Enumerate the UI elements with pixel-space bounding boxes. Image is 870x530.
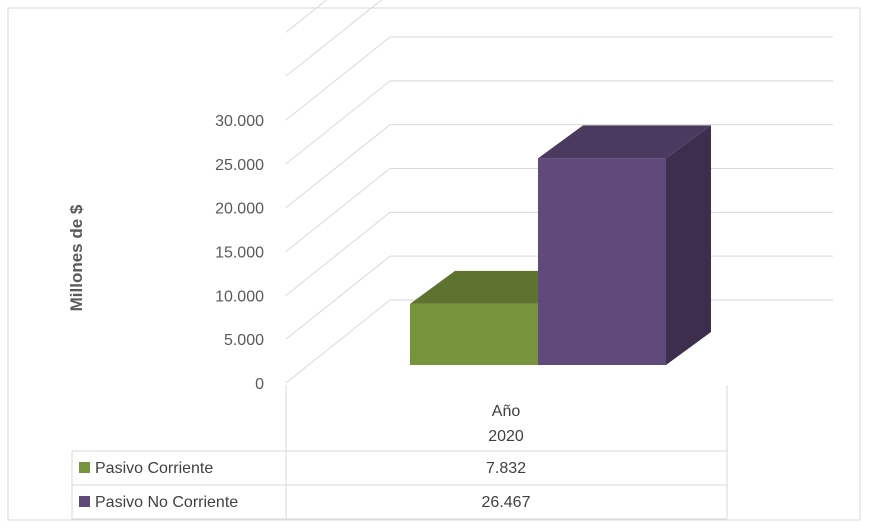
gridline-diagonal xyxy=(285,255,391,340)
bar-side-pasivo-no-corriente xyxy=(666,125,711,365)
gridline-diagonal xyxy=(285,299,391,384)
gridline-diagonal xyxy=(285,211,391,296)
bar-pasivo-corriente xyxy=(410,303,538,365)
gridline-diagonal xyxy=(285,36,391,121)
gridline-diagonal xyxy=(285,0,383,77)
y-axis-label: Millones de $ xyxy=(67,204,86,311)
bars xyxy=(410,125,711,365)
table-header-year-label: Año xyxy=(492,403,521,420)
y-tick-label: 20.000 xyxy=(215,201,264,218)
gridline-diagonal xyxy=(285,124,391,209)
table-value-pasivo-no-corriente: 26.467 xyxy=(482,494,531,511)
y-tick-label: 30.000 xyxy=(215,113,264,130)
gridline-diagonal xyxy=(285,168,391,252)
legend-swatch-pasivo-no-corriente xyxy=(79,496,90,507)
y-tick-label: 5.000 xyxy=(224,332,264,349)
gridline-diagonal xyxy=(285,80,391,165)
bar-pasivo-no-corriente xyxy=(538,158,666,365)
y-tick-label: 15.000 xyxy=(215,245,264,262)
gridline-diagonal xyxy=(285,0,328,33)
table-header-year-value: 2020 xyxy=(488,428,524,445)
legend-label-pasivo-no-corriente: Pasivo No Corriente xyxy=(95,494,238,511)
y-tick-label: 10.000 xyxy=(215,288,264,305)
data-table: Año 2020 Pasivo Corriente 7.832 Pasivo N… xyxy=(71,385,728,520)
legend-swatch-pasivo-corriente xyxy=(79,462,90,473)
legend-label-pasivo-corriente: Pasivo Corriente xyxy=(95,460,213,477)
chart-area-border xyxy=(7,7,861,521)
bar-top-pasivo-no-corriente xyxy=(538,125,711,159)
y-tick-label: 25.000 xyxy=(215,157,264,174)
y-tick-label: 0 xyxy=(255,376,264,393)
table-value-pasivo-corriente: 7.832 xyxy=(486,460,526,477)
y-tick-labels: 0 5.000 10.000 15.000 20.000 25.000 30.000 xyxy=(215,113,264,393)
